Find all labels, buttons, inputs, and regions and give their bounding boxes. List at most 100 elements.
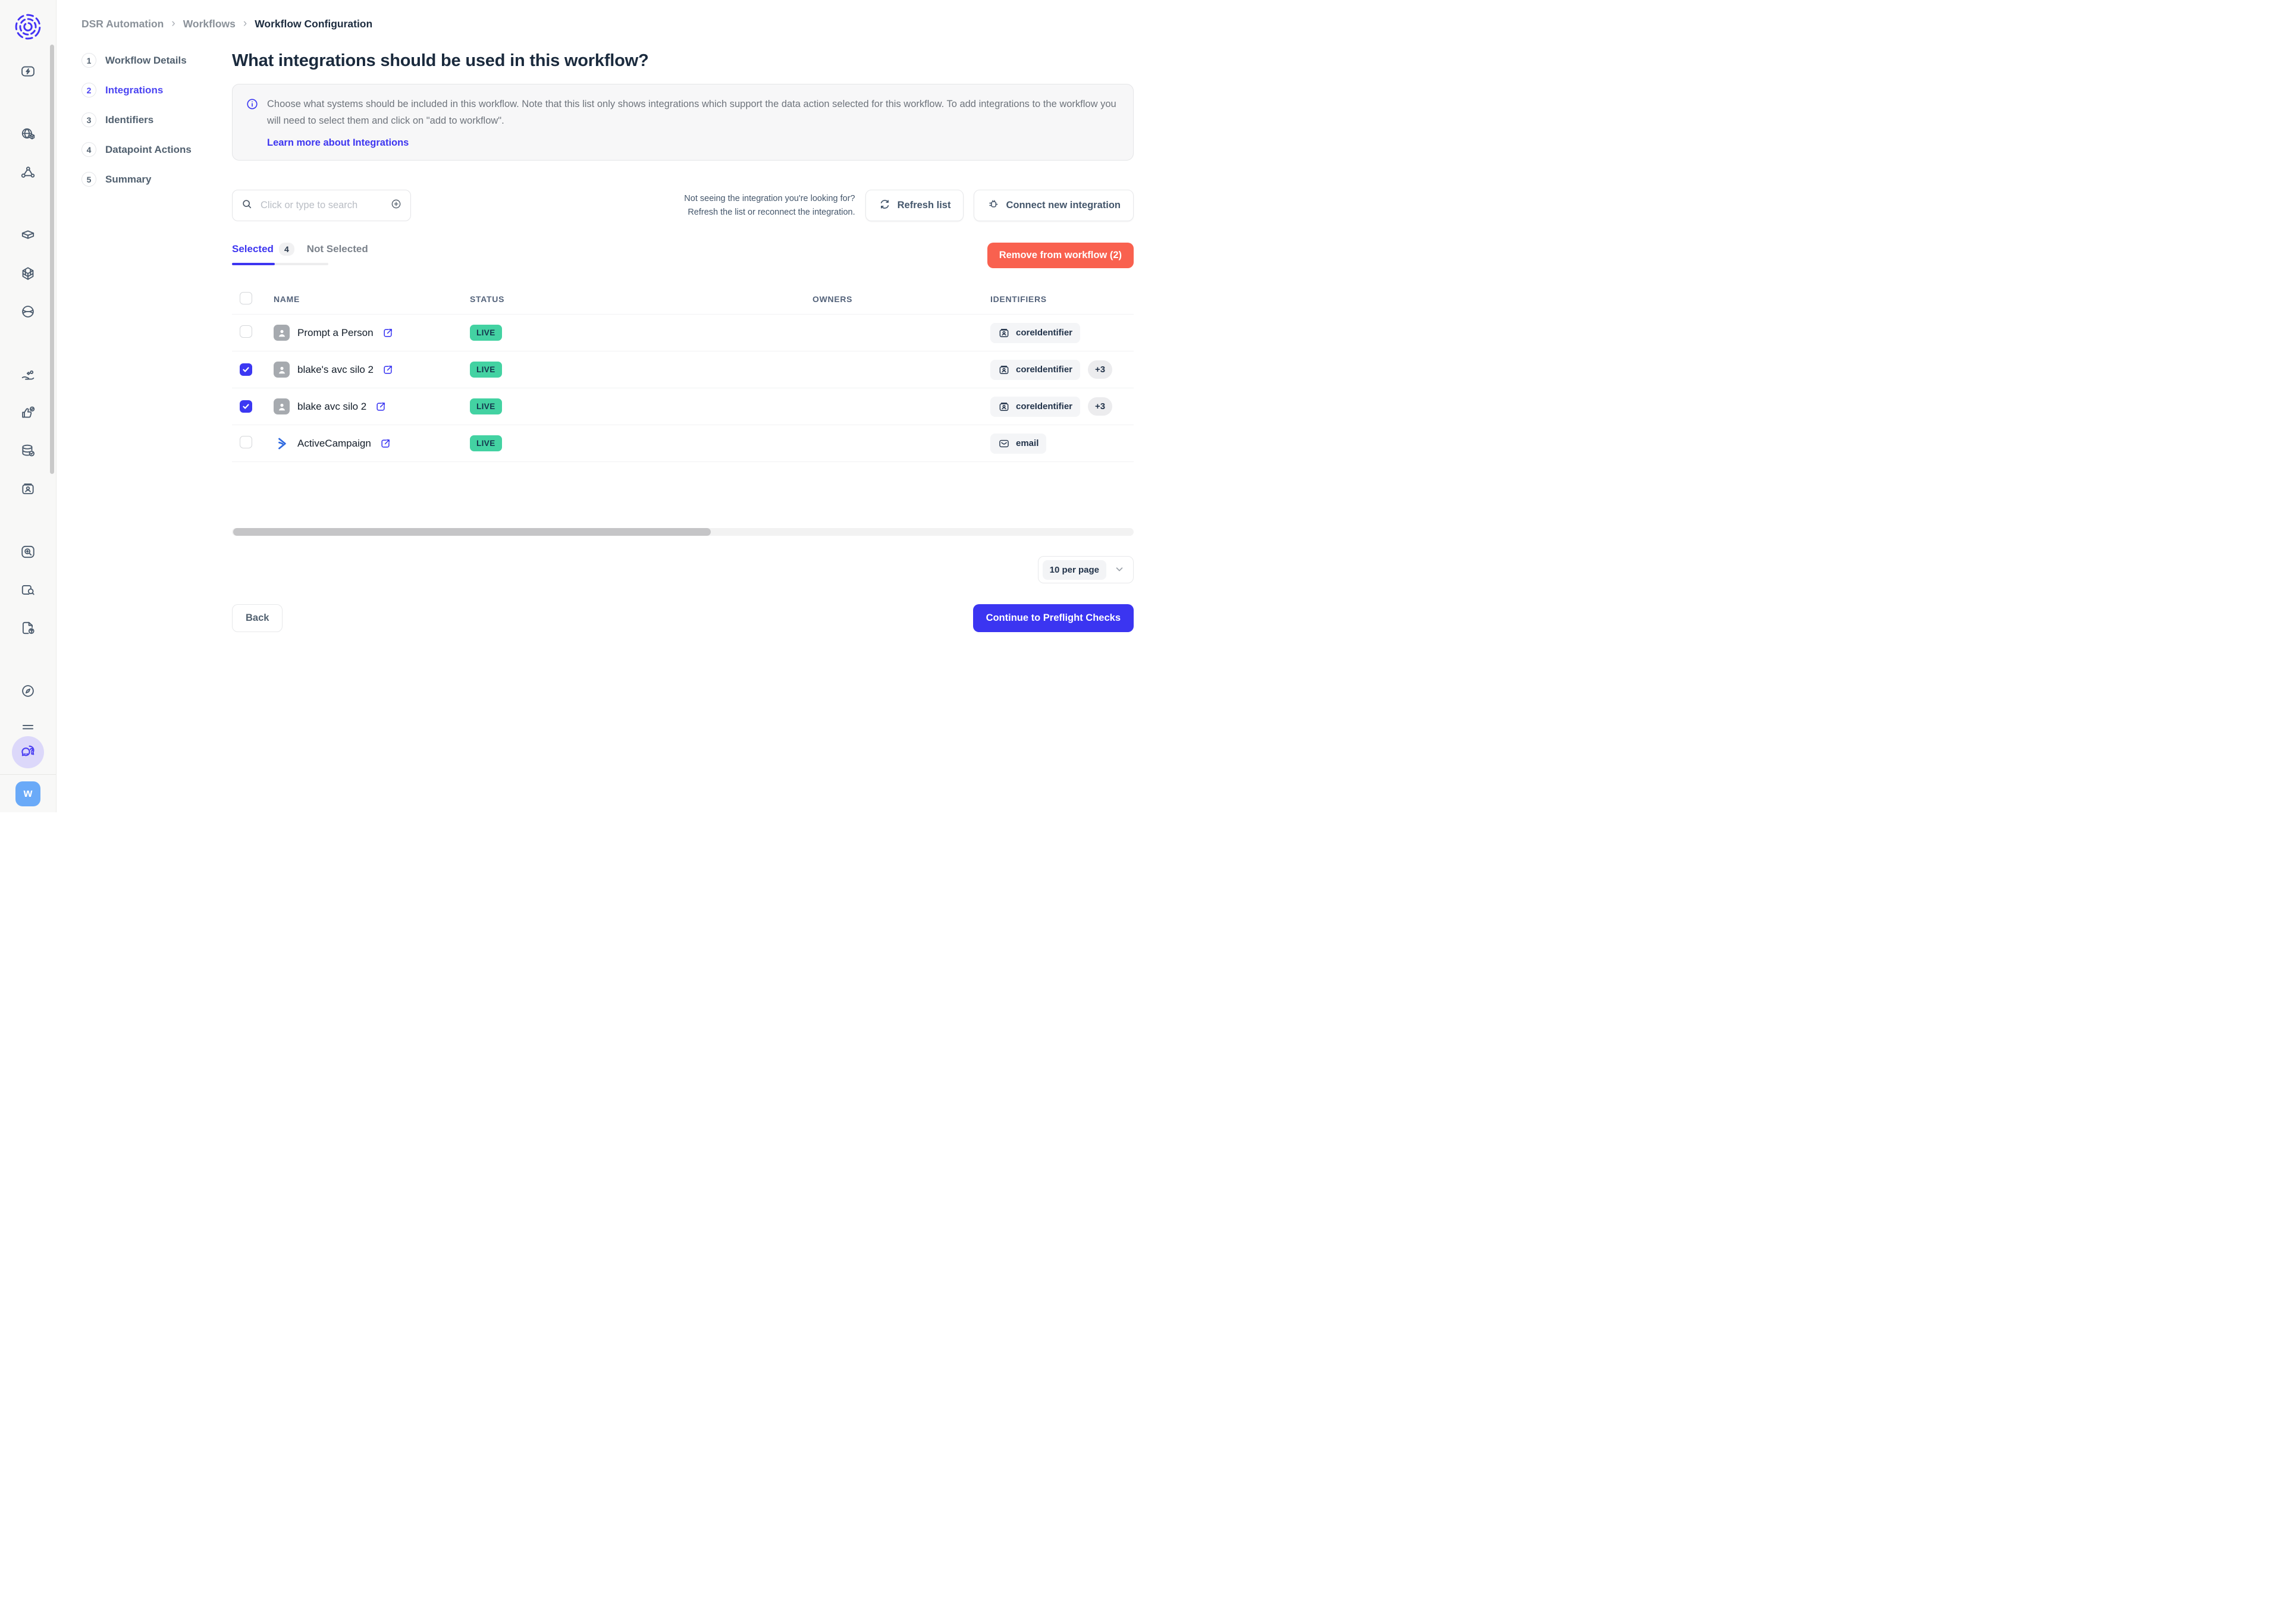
row-checkbox[interactable] bbox=[240, 325, 252, 338]
thumbs-up-check-icon[interactable] bbox=[20, 405, 36, 420]
status-badge: LIVE bbox=[470, 398, 502, 414]
person-avatar-icon bbox=[274, 398, 290, 414]
folder-search-icon[interactable] bbox=[20, 582, 36, 598]
identifier-overflow-badge[interactable]: +3 bbox=[1088, 397, 1113, 416]
table-row: blake avc silo 2 LIVE coreIdentifier +3 bbox=[232, 388, 1134, 425]
tab-track bbox=[232, 263, 328, 265]
step-label: Workflow Details bbox=[105, 54, 187, 66]
step-number: 5 bbox=[81, 172, 96, 187]
wizard-footer: Back Continue to Preflight Checks bbox=[232, 604, 1134, 632]
column-header-identifiers: IDENTIFIERS bbox=[990, 294, 1047, 304]
step-summary[interactable]: 5 Summary bbox=[81, 172, 232, 187]
database-check-icon[interactable] bbox=[20, 443, 36, 458]
tab-selected-label: Selected bbox=[232, 243, 274, 255]
learn-more-link[interactable]: Learn more about Integrations bbox=[267, 137, 409, 148]
identifier-label: coreIdentifier bbox=[1016, 328, 1073, 338]
open-in-new-icon[interactable] bbox=[382, 327, 394, 339]
tab-selected-count-badge: 4 bbox=[278, 243, 294, 256]
user-avatar-label: w bbox=[23, 787, 33, 800]
identifier-label: coreIdentifier bbox=[1016, 401, 1073, 412]
select-all-checkbox[interactable] bbox=[240, 291, 252, 304]
search-input[interactable] bbox=[259, 199, 384, 212]
identifier-badge: coreIdentifier bbox=[990, 322, 1081, 343]
step-identifiers[interactable]: 3 Identifiers bbox=[81, 112, 232, 127]
breadcrumb-separator-icon: › bbox=[171, 17, 175, 30]
step-number: 2 bbox=[81, 83, 96, 98]
identifiers-cell: coreIdentifier bbox=[990, 322, 1134, 343]
open-in-new-icon[interactable] bbox=[375, 401, 387, 413]
page-title: What integrations should be used in this… bbox=[232, 51, 649, 70]
network-nodes-icon[interactable] bbox=[20, 165, 36, 180]
list-lines-icon[interactable] bbox=[20, 721, 36, 730]
back-button[interactable]: Back bbox=[232, 604, 283, 632]
integrations-table: NAME STATUS OWNERS IDENTIFIERS Prompt a … bbox=[232, 284, 1134, 462]
table-row: blake's avc silo 2 LIVE coreIdentifier +3 bbox=[232, 351, 1134, 388]
per-page-select[interactable]: 10 per page bbox=[1037, 556, 1134, 583]
main-area: DSR Automation › Workflows › Workflow Co… bbox=[57, 0, 1142, 812]
brand-logo[interactable] bbox=[13, 12, 43, 42]
hand-gift-icon[interactable] bbox=[20, 367, 36, 382]
add-filter-icon[interactable] bbox=[390, 198, 402, 213]
help-chat-icon bbox=[19, 743, 37, 762]
integration-name: blake's avc silo 2 bbox=[297, 363, 374, 375]
per-page-value: 10 per page bbox=[1042, 560, 1106, 580]
horizontal-scrollbar-thumb[interactable] bbox=[233, 528, 711, 536]
breadcrumb: DSR Automation › Workflows › Workflow Co… bbox=[57, 0, 1142, 48]
identifier-label: email bbox=[1016, 438, 1039, 448]
tab-active-indicator bbox=[232, 263, 275, 265]
continue-button[interactable]: Continue to Preflight Checks bbox=[972, 604, 1134, 632]
table-row: Prompt a Person LIVE coreIdentifier bbox=[232, 314, 1134, 351]
step-integrations[interactable]: 2 Integrations bbox=[81, 83, 232, 98]
plug-icon bbox=[987, 198, 999, 213]
refresh-hint-line1: Not seeing the integration you're lookin… bbox=[684, 193, 855, 203]
integration-name: ActiveCampaign bbox=[297, 437, 371, 449]
identifier-overflow-badge[interactable]: +3 bbox=[1088, 360, 1113, 379]
grid-cube-icon[interactable] bbox=[20, 266, 36, 281]
step-label: Datapoint Actions bbox=[105, 143, 192, 155]
breadcrumb-item-workflows[interactable]: Workflows bbox=[183, 17, 236, 30]
remove-from-workflow-button[interactable]: Remove from workflow (2) bbox=[987, 243, 1134, 268]
open-in-new-icon[interactable] bbox=[379, 438, 391, 450]
search-box[interactable] bbox=[232, 190, 411, 221]
table-header-row: NAME STATUS OWNERS IDENTIFIERS bbox=[232, 284, 1134, 314]
tab-selected[interactable]: Selected 4 bbox=[232, 243, 294, 256]
document-question-icon[interactable] bbox=[20, 620, 36, 636]
tab-not-selected-label: Not Selected bbox=[306, 243, 368, 255]
connect-new-integration-button[interactable]: Connect new integration bbox=[974, 190, 1134, 221]
column-header-status: STATUS bbox=[470, 294, 505, 304]
row-checkbox[interactable] bbox=[240, 435, 252, 448]
sidebar-rail bbox=[0, 52, 56, 730]
content: 1 Workflow Details 2 Integrations 3 Identifie… bbox=[57, 48, 1142, 632]
help-button[interactable] bbox=[12, 736, 44, 768]
email-icon bbox=[998, 438, 1010, 450]
step-workflow-details[interactable]: 1 Workflow Details bbox=[81, 53, 232, 68]
row-checkbox[interactable] bbox=[240, 363, 252, 376]
step-number: 3 bbox=[81, 112, 96, 127]
open-in-new-icon[interactable] bbox=[382, 364, 394, 376]
step-number: 1 bbox=[81, 53, 96, 68]
tabs: Selected 4 Not Selected bbox=[232, 243, 368, 265]
refresh-list-button[interactable]: Refresh list bbox=[865, 190, 964, 221]
row-checkbox[interactable] bbox=[240, 400, 252, 413]
step-datapoint-actions[interactable]: 4 Datapoint Actions bbox=[81, 142, 232, 157]
cube-icon[interactable] bbox=[20, 228, 36, 243]
breadcrumb-separator-icon: › bbox=[243, 17, 247, 30]
identifier-badge: email bbox=[990, 433, 1047, 454]
toolbar: Not seeing the integration you're lookin… bbox=[232, 190, 1134, 221]
step-number: 4 bbox=[81, 142, 96, 157]
person-avatar-icon bbox=[274, 325, 290, 341]
compass-icon[interactable] bbox=[20, 683, 36, 699]
activecampaign-logo-icon bbox=[274, 435, 290, 451]
column-header-owners: OWNERS bbox=[812, 294, 853, 304]
integration-name: blake avc silo 2 bbox=[297, 400, 367, 412]
breadcrumb-item-dsr-automation[interactable]: DSR Automation bbox=[81, 17, 164, 30]
user-avatar[interactable]: w bbox=[15, 781, 40, 806]
search-plus-icon[interactable] bbox=[20, 544, 36, 560]
tab-not-selected[interactable]: Not Selected bbox=[307, 243, 368, 255]
zap-icon[interactable] bbox=[20, 64, 36, 79]
globe-cube-icon[interactable] bbox=[20, 127, 36, 142]
identifiers-cell: coreIdentifier +3 bbox=[990, 359, 1134, 380]
globe-swoosh-icon[interactable] bbox=[20, 304, 36, 319]
id-card-icon[interactable] bbox=[20, 481, 36, 497]
sidebar-scrollbar[interactable] bbox=[50, 45, 54, 474]
